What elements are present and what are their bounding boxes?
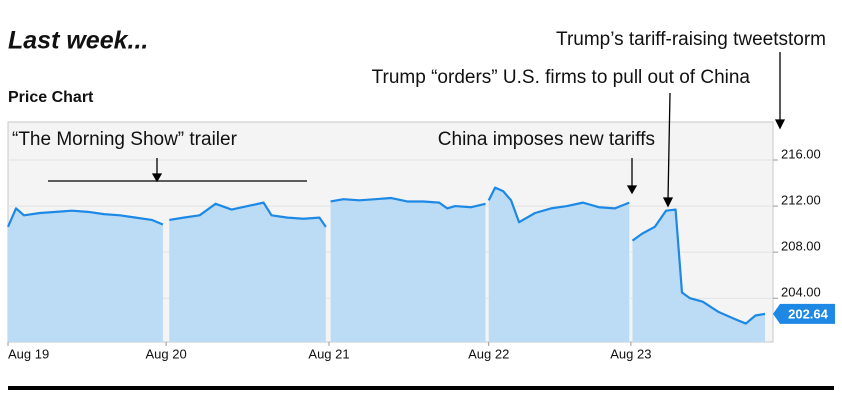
- annotation: Trump’s tariff-raising tweetstorm: [556, 29, 826, 50]
- y-tick-label: 208.00: [781, 239, 821, 254]
- arrow-head: [151, 173, 163, 183]
- area: [8, 187, 766, 342]
- x-tick-label: Aug 21: [308, 346, 349, 361]
- arrows: [48, 52, 786, 208]
- x-tick-label: Aug 20: [146, 346, 187, 361]
- annotation: China imposes new tariffs: [438, 129, 655, 150]
- price-flag: [773, 303, 835, 324]
- x-tick-label: Aug 22: [468, 346, 509, 361]
- chart-title: Last week...: [8, 27, 148, 55]
- y-tick-label: 216.00: [781, 146, 821, 161]
- annotation: “The Morning Show” trailer: [12, 129, 238, 150]
- divider: [8, 386, 834, 390]
- arrow: [667, 92, 671, 201]
- arrow-head: [626, 185, 638, 195]
- x-tick-label: Aug 19: [8, 346, 49, 361]
- plot: [6, 159, 773, 342]
- annotation: Trump “orders” U.S. firms to pull out of…: [372, 67, 751, 88]
- y-tick-label: 212.00: [781, 193, 821, 208]
- x-tick-label: Aug 23: [610, 346, 651, 361]
- line: [6, 186, 766, 325]
- price-label: 202.64: [788, 306, 829, 321]
- arrow-head: [774, 119, 786, 130]
- y-tick-label: 204.00: [781, 285, 821, 300]
- chart-subtitle: Price Chart: [8, 89, 94, 106]
- arrow-head: [662, 197, 674, 208]
